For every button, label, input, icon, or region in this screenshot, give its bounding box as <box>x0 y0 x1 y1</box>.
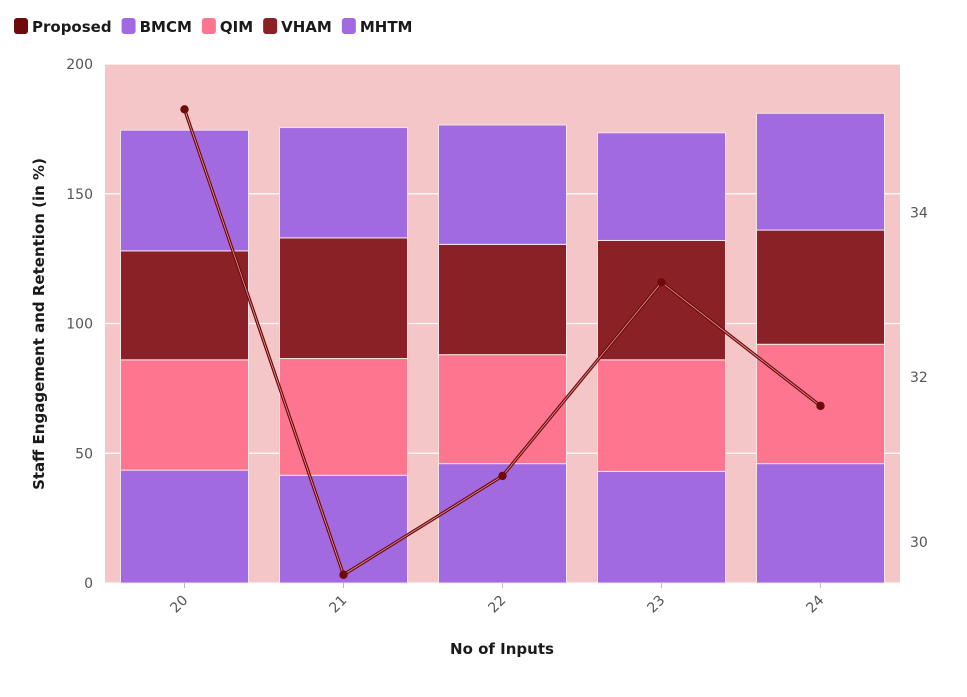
y2-tick-label: 34 <box>910 205 928 221</box>
legend-label: Proposed <box>32 18 112 36</box>
point-proposed-21 <box>339 570 348 579</box>
legend-item-bmcm: BMCM <box>121 18 192 36</box>
bar-mhtm-24 <box>756 112 885 231</box>
bar-qim-22 <box>438 354 567 465</box>
bar-vham-22 <box>438 243 567 356</box>
bar-vham-20 <box>120 250 249 361</box>
legend-swatch <box>14 18 28 34</box>
y-axis-ticks: 0 50 100 150 200 <box>66 57 93 592</box>
y-tick-label: 100 <box>66 317 93 333</box>
x-tick-label: 21 <box>326 593 350 617</box>
bar-vham-24 <box>756 229 885 345</box>
legend-label: BMCM <box>140 18 192 36</box>
bar-bmcm-20 <box>120 469 249 584</box>
y-tick-label: 50 <box>75 446 93 462</box>
legend-swatch <box>341 18 356 34</box>
point-proposed-23 <box>657 278 666 287</box>
bar-vham-21 <box>279 237 408 360</box>
bar-qim-20 <box>120 359 249 471</box>
x-axis-title: No of Inputs <box>450 640 554 658</box>
point-proposed-22 <box>498 471 507 481</box>
y-tick-label: 150 <box>66 187 93 203</box>
y2-axis-ticks: 30 32 34 <box>910 205 928 551</box>
legend-label: QIM <box>220 18 253 36</box>
x-tick-label: 23 <box>644 593 668 617</box>
legend-label: VHAM <box>281 18 332 36</box>
bar-mhtm-23 <box>597 132 726 241</box>
bar-mhtm-20 <box>120 129 249 252</box>
legend-item-proposed: Proposed <box>14 18 112 36</box>
x-tick-label: 24 <box>803 592 827 616</box>
x-axis-ticks: 20 21 22 23 24 <box>167 583 827 616</box>
legend-swatch <box>121 18 136 34</box>
legend-item-mhtm: MHTM <box>341 18 413 36</box>
y2-tick-label: 32 <box>910 370 928 386</box>
legend-label: MHTM <box>360 18 413 36</box>
bar-bmcm-23 <box>597 470 726 584</box>
bar-qim-23 <box>597 359 726 472</box>
y2-tick-label: 30 <box>910 535 928 551</box>
x-tick-label: 20 <box>167 593 191 617</box>
y-axis-title: Staff Engagement and Retention (in %) <box>30 158 48 490</box>
point-proposed-20 <box>180 105 189 114</box>
bar-bmcm-22 <box>438 463 567 584</box>
bar-mhtm-22 <box>438 124 567 245</box>
legend-item-qim: QIM <box>201 18 253 36</box>
y-tick-label: 0 <box>84 576 93 592</box>
legend-swatch <box>201 18 216 34</box>
bar-bmcm-24 <box>756 463 885 584</box>
bar-qim-21 <box>279 358 408 476</box>
legend-item-vham: VHAM <box>263 18 332 36</box>
legend: Proposed BMCM QIM VHAM MHTM <box>14 18 412 36</box>
x-tick-label: 22 <box>485 593 509 617</box>
bar-vham-23 <box>597 239 726 361</box>
legend-swatch <box>263 18 278 34</box>
bar-bmcm-21 <box>279 474 408 584</box>
y-tick-label: 200 <box>66 57 93 73</box>
point-proposed-24 <box>816 401 825 411</box>
proposed-line <box>180 105 825 579</box>
bar-mhtm-21 <box>279 127 408 239</box>
bars <box>120 112 885 584</box>
